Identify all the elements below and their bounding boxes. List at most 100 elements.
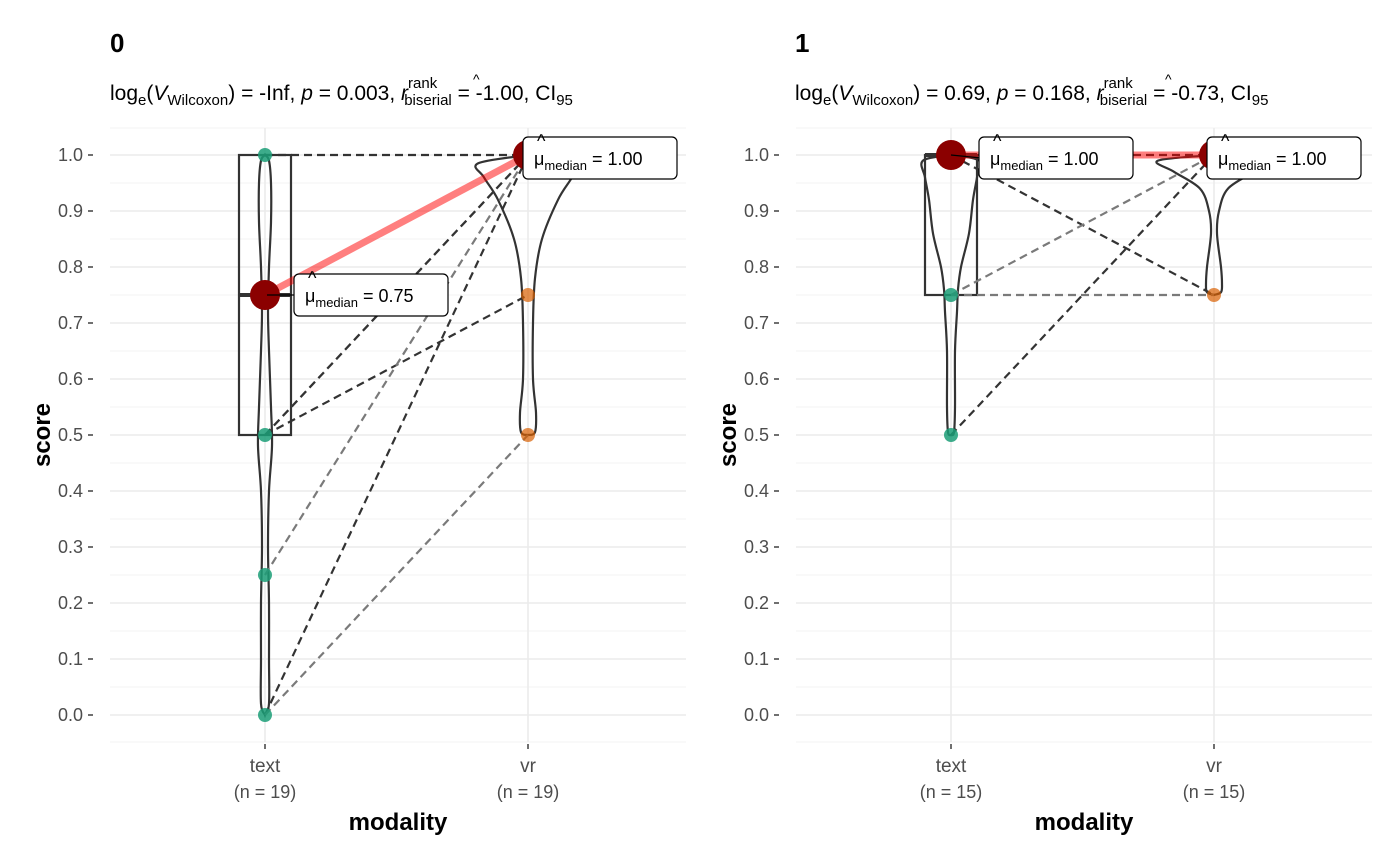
mu-hat: ^	[993, 131, 1002, 151]
median-label-box	[1206, 136, 1362, 180]
r-symbol: r	[1097, 82, 1105, 105]
median-value: = 0.75	[358, 286, 414, 306]
y-tick-label: 0.5	[58, 425, 83, 445]
paired-line	[950, 154, 1215, 296]
data-point-vr	[1207, 288, 1221, 302]
paren: (	[146, 82, 153, 105]
effect-sup: rank	[1104, 75, 1134, 92]
ci-sub: 95	[556, 92, 573, 109]
mu-symbol: μ	[534, 149, 544, 169]
y-axis-title: score	[29, 403, 56, 467]
median-label: μmedian = 0.75	[305, 286, 414, 310]
x-tick-n: (n = 15)	[1183, 782, 1246, 802]
log-text: log	[795, 82, 823, 105]
mu-sub: median	[544, 158, 587, 173]
r-hat: ^	[1165, 71, 1172, 87]
y-tick-label: 0.4	[744, 481, 769, 501]
median-label: μmedian = 1.00	[990, 149, 1099, 173]
stat-symbol: V	[838, 82, 854, 105]
r-hat: ^	[473, 71, 480, 87]
panel-title: 0	[110, 28, 124, 58]
ci-text: CI	[1231, 82, 1252, 105]
ci-sub: 95	[1252, 92, 1269, 109]
y-tick-label: 1.0	[744, 145, 769, 165]
y-tick-label: 0.2	[744, 593, 769, 613]
y-tick-label: 0.0	[744, 705, 769, 725]
x-tick-n: (n = 15)	[920, 782, 983, 802]
median-label: μmedian = 1.00	[1218, 149, 1327, 173]
x-tick-label: vr	[520, 756, 537, 777]
data-point-text	[258, 428, 272, 442]
mu-hat: ^	[537, 131, 546, 151]
x-tick-label: text	[250, 756, 281, 777]
mu-symbol: μ	[1218, 149, 1228, 169]
median-label: μmedian = 1.00	[534, 149, 643, 173]
panel-title: 1	[795, 28, 809, 58]
p-symbol: p	[996, 82, 1009, 105]
subtitle: loge(VWilcoxon) = -Inf, p = 0.003, rrank…	[110, 75, 573, 109]
y-tick-label: 0.1	[58, 649, 83, 669]
effect-sub: biserial	[404, 92, 452, 109]
data-point-text	[258, 568, 272, 582]
p-value: = 0.168,	[1008, 82, 1096, 105]
median-label-leader	[950, 154, 982, 159]
subtitle: loge(VWilcoxon) = 0.69, p = 0.168, rrank…	[795, 75, 1268, 109]
x-axis-title: modality	[349, 809, 448, 836]
median-point-text	[250, 280, 280, 310]
effect-value: = -1.00,	[452, 82, 535, 105]
y-tick-label: 0.8	[744, 257, 769, 277]
stat-value: ) = 0.69,	[913, 82, 996, 105]
mu-hat: ^	[308, 268, 317, 288]
y-tick-label: 0.7	[744, 313, 769, 333]
y-axis-title: score	[715, 403, 742, 467]
stat-symbol: V	[153, 82, 169, 105]
median-value: = 1.00	[1043, 149, 1099, 169]
y-tick-label: 1.0	[58, 145, 83, 165]
p-symbol: p	[300, 82, 313, 105]
median-label-box	[522, 136, 678, 180]
median-label-box	[293, 273, 449, 317]
data-point-text	[258, 148, 272, 162]
data-point-text	[944, 288, 958, 302]
y-tick-label: 0.6	[58, 369, 83, 389]
stat-value: ) = -Inf,	[228, 82, 301, 105]
x-tick-label: text	[936, 756, 967, 777]
log-text: log	[110, 82, 138, 105]
y-tick-label: 0.3	[744, 537, 769, 557]
x-tick-n: (n = 19)	[234, 782, 297, 802]
paren: (	[831, 82, 838, 105]
stat-sub: Wilcoxon	[852, 92, 913, 109]
log-base: e	[138, 92, 146, 109]
y-tick-label: 0.9	[744, 201, 769, 221]
subtitle-group: loge(VWilcoxon) = -Inf, p = 0.003, rrank…	[110, 71, 573, 109]
median-label-box	[978, 136, 1134, 180]
mu-sub: median	[1228, 158, 1271, 173]
effect-sub: biserial	[1100, 92, 1148, 109]
median-line	[263, 151, 530, 299]
ci-text: CI	[535, 82, 556, 105]
mu-hat: ^	[1221, 131, 1230, 151]
mu-symbol: μ	[990, 149, 1000, 169]
data-point-vr	[521, 428, 535, 442]
y-tick-label: 0.3	[58, 537, 83, 557]
mu-sub: median	[1000, 158, 1043, 173]
stat-sub: Wilcoxon	[167, 92, 228, 109]
x-axis-title: modality	[1035, 809, 1134, 836]
y-tick-label: 0.2	[58, 593, 83, 613]
median-value: = 1.00	[1271, 149, 1327, 169]
median-value: = 1.00	[587, 149, 643, 169]
y-tick-label: 0.9	[58, 201, 83, 221]
grid	[796, 127, 1372, 743]
chart-panel-1: 0.00.10.20.30.40.50.60.70.80.91.0^μmedia…	[715, 28, 1372, 836]
subtitle-group: loge(VWilcoxon) = 0.69, p = 0.168, rrank…	[795, 71, 1268, 109]
effect-value: = -0.73,	[1147, 82, 1230, 105]
y-tick-label: 0.8	[58, 257, 83, 277]
y-tick-label: 0.6	[744, 369, 769, 389]
data-point-text	[944, 428, 958, 442]
y-tick-label: 0.7	[58, 313, 83, 333]
y-tick-label: 0.4	[58, 481, 83, 501]
data-point-text	[258, 708, 272, 722]
y-tick-label: 0.5	[744, 425, 769, 445]
data-point-vr	[521, 288, 535, 302]
